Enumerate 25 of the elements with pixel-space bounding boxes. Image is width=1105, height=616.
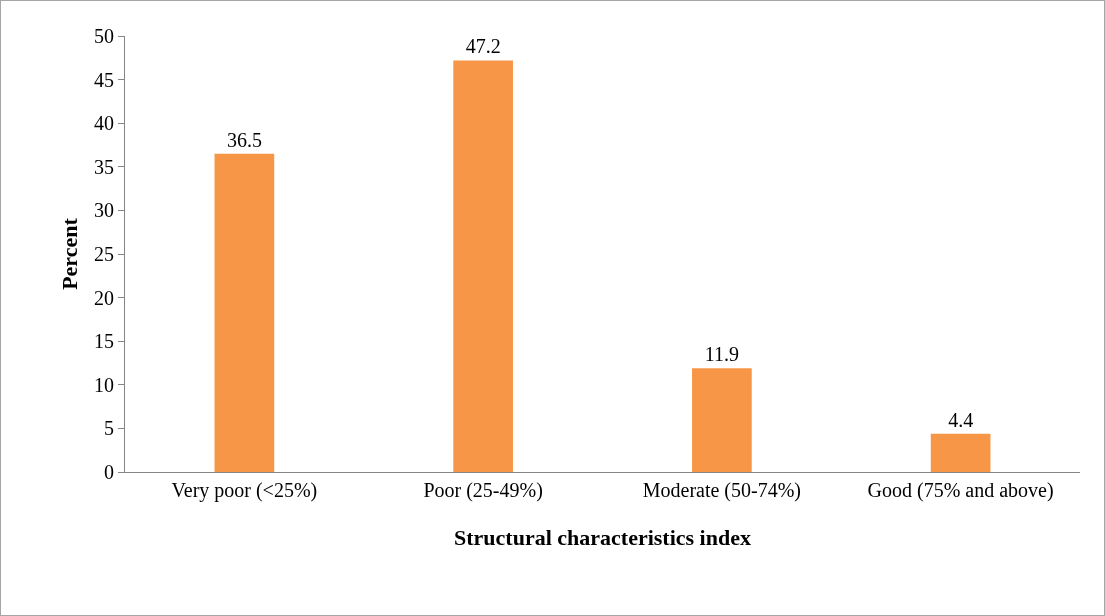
- data-label: 4.4: [948, 408, 974, 431]
- y-tick-label: 50: [94, 25, 114, 47]
- x-tick-label: Poor (25-49%): [423, 479, 543, 502]
- x-tick-label: Moderate (50-74%): [642, 479, 802, 502]
- data-label: 36.5: [226, 128, 262, 151]
- bar: [453, 60, 513, 472]
- y-tick-label: 25: [94, 243, 114, 265]
- y-tick-label: 5: [104, 417, 114, 440]
- x-tick-label: Very poor (<25%): [171, 479, 318, 502]
- bar: [692, 368, 752, 472]
- y-tick-label: 30: [94, 199, 114, 222]
- y-tick-label: 40: [94, 112, 114, 135]
- data-label: 11.9: [704, 343, 740, 366]
- y-tick-label: 15: [94, 330, 114, 353]
- y-tick-label: 45: [94, 68, 114, 91]
- y-axis-title: Percent: [56, 217, 82, 290]
- y-tick-label: 10: [94, 373, 114, 396]
- x-tick-label: Good (75% and above): [867, 479, 1054, 502]
- bar: [214, 153, 275, 472]
- y-tick-label: 20: [94, 286, 114, 309]
- y-tick-label: 35: [94, 155, 114, 178]
- data-label: 47.2: [465, 35, 501, 58]
- bar: [930, 433, 991, 472]
- x-axis-title: Structural characteristics index: [454, 524, 751, 550]
- y-tick-label: 0: [104, 461, 114, 483]
